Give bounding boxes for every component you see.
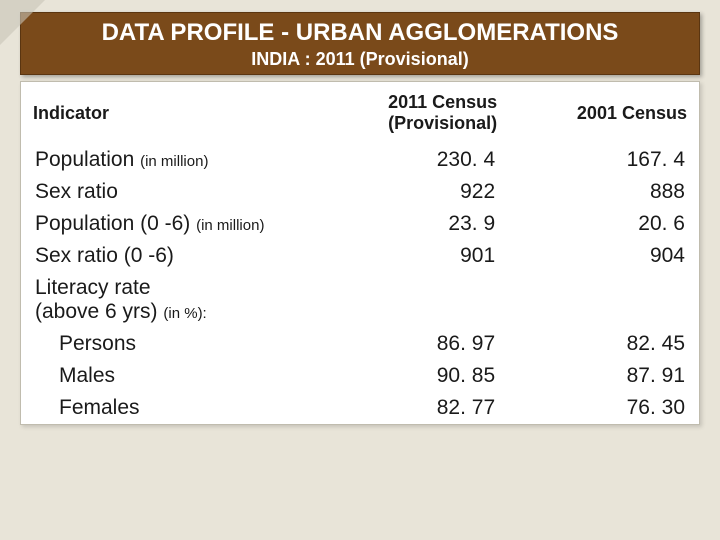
cell-2001: 167. 4 bbox=[509, 144, 699, 176]
table-row: Females 82. 77 76. 30 bbox=[21, 392, 699, 424]
table-row: Persons 86. 97 82. 45 bbox=[21, 328, 699, 360]
indicator-label-line1: Literacy rate bbox=[35, 276, 151, 299]
cell-2001: 76. 30 bbox=[509, 392, 699, 424]
table-row: Literacy rate (above 6 yrs) (in %): bbox=[21, 272, 699, 328]
table-header-row: Indicator 2011 Census (Provisional) 2001… bbox=[21, 82, 699, 144]
table-row: Males 90. 85 87. 91 bbox=[21, 360, 699, 392]
cell-2001: 87. 91 bbox=[509, 360, 699, 392]
cell-2011: 922 bbox=[319, 176, 509, 208]
cell-indicator-sub: Persons bbox=[21, 328, 319, 360]
cell-2011 bbox=[319, 272, 509, 328]
slide-container: DATA PROFILE - URBAN AGGLOMERATIONS INDI… bbox=[0, 0, 720, 425]
cell-2001: 888 bbox=[509, 176, 699, 208]
cell-2011: 901 bbox=[319, 240, 509, 272]
data-table: Indicator 2011 Census (Provisional) 2001… bbox=[21, 82, 699, 424]
cell-indicator: Sex ratio (0 -6) bbox=[21, 240, 319, 272]
cell-2011: 82. 77 bbox=[319, 392, 509, 424]
table-row: Population (0 -6) (in million) 23. 9 20.… bbox=[21, 208, 699, 240]
slide-subtitle: INDIA : 2011 (Provisional) bbox=[33, 49, 687, 70]
cell-2001 bbox=[509, 272, 699, 328]
cell-2011: 90. 85 bbox=[319, 360, 509, 392]
indicator-label: Sex ratio bbox=[35, 180, 118, 203]
indicator-label: Population (0 -6) bbox=[35, 212, 196, 235]
table-row: Population (in million) 230. 4 167. 4 bbox=[21, 144, 699, 176]
cell-2011: 23. 9 bbox=[319, 208, 509, 240]
cell-indicator: Literacy rate (above 6 yrs) (in %): bbox=[21, 272, 319, 328]
data-table-wrap: Indicator 2011 Census (Provisional) 2001… bbox=[20, 81, 700, 425]
cell-indicator: Population (0 -6) (in million) bbox=[21, 208, 319, 240]
table-row: Sex ratio 922 888 bbox=[21, 176, 699, 208]
header-bar: DATA PROFILE - URBAN AGGLOMERATIONS INDI… bbox=[20, 12, 700, 75]
indicator-unit: (in %): bbox=[163, 305, 206, 322]
cell-2001: 20. 6 bbox=[509, 208, 699, 240]
indicator-label: Population bbox=[35, 148, 140, 171]
cell-2001: 904 bbox=[509, 240, 699, 272]
indicator-unit: (in million) bbox=[196, 217, 264, 234]
col-header-2001: 2001 Census bbox=[509, 82, 699, 144]
indicator-label: Sex ratio (0 -6) bbox=[35, 244, 174, 267]
cell-2011: 230. 4 bbox=[319, 144, 509, 176]
table-row: Sex ratio (0 -6) 901 904 bbox=[21, 240, 699, 272]
col-header-indicator: Indicator bbox=[21, 82, 319, 144]
cell-2001: 82. 45 bbox=[509, 328, 699, 360]
cell-2011: 86. 97 bbox=[319, 328, 509, 360]
indicator-label-line2: (above 6 yrs) bbox=[35, 300, 163, 323]
cell-indicator-sub: Males bbox=[21, 360, 319, 392]
cell-indicator: Population (in million) bbox=[21, 144, 319, 176]
col-header-2011: 2011 Census (Provisional) bbox=[319, 82, 509, 144]
slide-title: DATA PROFILE - URBAN AGGLOMERATIONS bbox=[33, 19, 687, 47]
indicator-unit: (in million) bbox=[140, 153, 208, 170]
cell-indicator: Sex ratio bbox=[21, 176, 319, 208]
corner-accent bbox=[0, 0, 45, 45]
cell-indicator-sub: Females bbox=[21, 392, 319, 424]
